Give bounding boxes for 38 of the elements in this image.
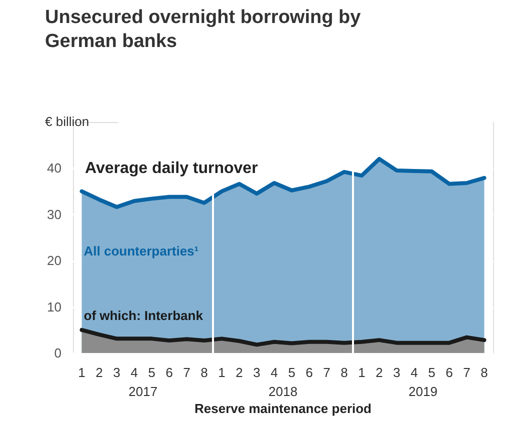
y-tick-label: 10 bbox=[47, 299, 62, 314]
x-tick-label: 6 bbox=[166, 365, 173, 380]
x-tick-label: 8 bbox=[480, 365, 488, 380]
x-tick-label: 3 bbox=[393, 365, 400, 380]
x-tick-label: 1 bbox=[358, 365, 366, 380]
x-tick-label: 8 bbox=[200, 365, 208, 380]
x-tick-label: 6 bbox=[306, 365, 313, 380]
x-tick-label: 4 bbox=[270, 365, 278, 380]
x-tick-label: 7 bbox=[323, 365, 330, 380]
y-tick-label: 40 bbox=[47, 160, 62, 176]
series-label: All counterparties¹ bbox=[84, 243, 199, 258]
y-axis-title: € billion bbox=[45, 114, 90, 129]
x-tick-label: 5 bbox=[288, 365, 296, 380]
chart-title: Unsecured overnight borrowing by German banks bbox=[45, 7, 362, 52]
x-tick-label: 7 bbox=[183, 365, 190, 380]
annotation: Average daily turnover bbox=[85, 160, 258, 178]
text: 2019 bbox=[408, 384, 438, 399]
x-tick-label: 2 bbox=[376, 365, 383, 380]
x-tick-label: 4 bbox=[130, 365, 138, 380]
x-tick-label: 4 bbox=[410, 365, 418, 380]
series-label: of which: Interbank bbox=[84, 308, 204, 323]
x-tick-label: 3 bbox=[253, 365, 260, 380]
text: 2018 bbox=[268, 384, 298, 399]
y-tick-label: 0 bbox=[54, 346, 62, 360]
x-tick-label: 3 bbox=[113, 365, 120, 380]
x-tick-label: 7 bbox=[463, 365, 470, 380]
y-tick-label: 30 bbox=[47, 206, 62, 222]
x-tick-label: 1 bbox=[78, 365, 86, 380]
y-tick-label: 20 bbox=[47, 253, 62, 268]
x-axis-title: Reserve maintenance period bbox=[194, 401, 372, 416]
x-tick-label: 2 bbox=[96, 365, 103, 380]
x-tick-label: 1 bbox=[218, 365, 226, 380]
text: 2017 bbox=[128, 384, 158, 399]
x-tick-label: 8 bbox=[340, 365, 348, 380]
x-tick-label: 6 bbox=[446, 365, 453, 380]
x-tick-label: 2 bbox=[236, 365, 243, 380]
x-tick-label: 5 bbox=[428, 365, 436, 380]
x-tick-label: 5 bbox=[148, 365, 156, 380]
